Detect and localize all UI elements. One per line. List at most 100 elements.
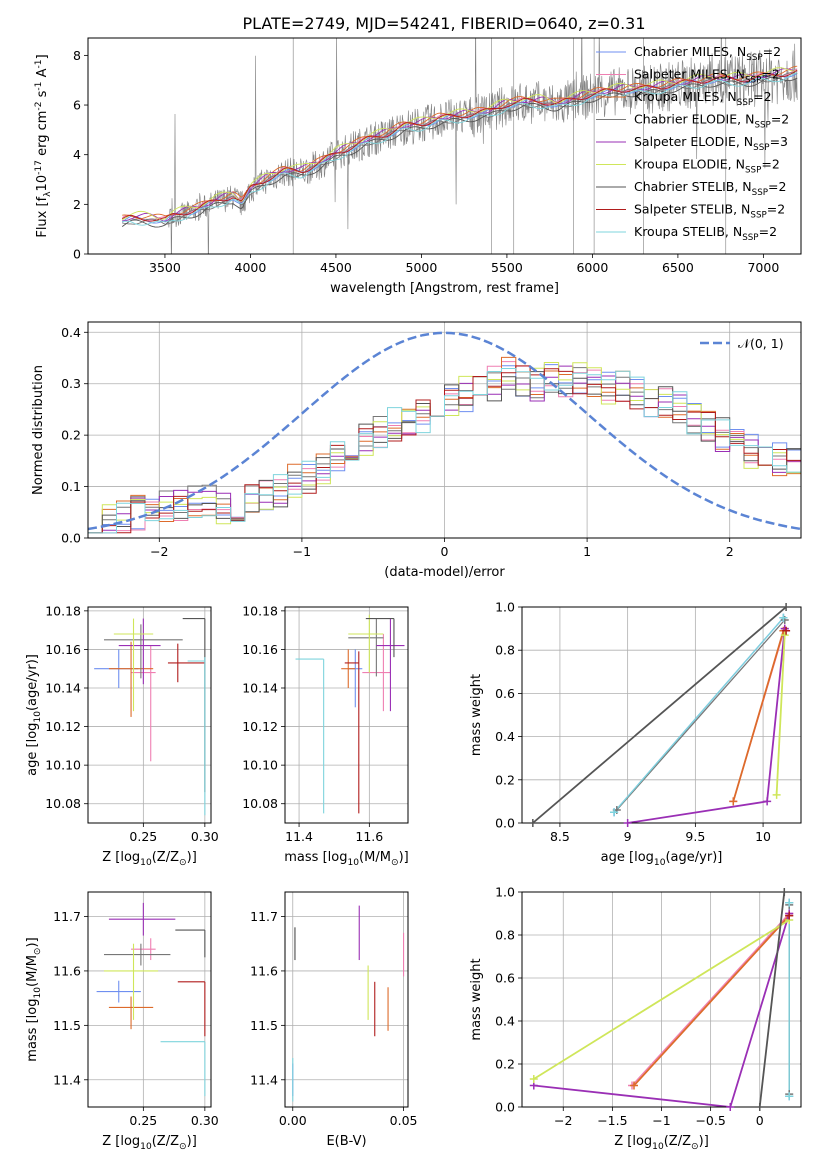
- plot-area: [295, 614, 405, 814]
- x-tick-label: 0: [756, 1113, 764, 1128]
- y-tick-label: 0.4: [61, 325, 81, 340]
- legend-label: Salpeter STELIB, NSSP=2: [634, 202, 785, 221]
- x-axis-label: (data-model)/error: [384, 565, 505, 580]
- axes-border: [87, 606, 212, 824]
- y-tick-label: 8: [73, 48, 81, 63]
- x-tick-label: 11.4: [285, 829, 313, 844]
- panel-mass_vs_EBV: 0.00 0.05 11.4 11.5 11.6 11.7 E(B-V): [250, 891, 417, 1149]
- y-tick-label: 0.6: [495, 686, 515, 701]
- x-tick-label: 7000: [747, 260, 779, 275]
- x-tick-label: −2: [554, 1113, 572, 1128]
- y-tick-label: 0.8: [495, 643, 515, 658]
- y-tick-label: 0.8: [495, 928, 515, 943]
- weight-line: [775, 635, 786, 795]
- weight-marker: [763, 797, 772, 806]
- axes-frame: −2 −1.5 −1 −0.5 0 0.0 0.2 0.4 0.6 0.8 1.0 Z [log10(…: [469, 885, 802, 1152]
- weight-marker: [529, 1075, 538, 1084]
- y-tick-label: 1.0: [495, 885, 515, 900]
- y-tick-label: 0.0: [61, 531, 81, 546]
- y-tick-label: 4: [73, 147, 81, 162]
- weight-marker: [755, 1103, 764, 1111]
- plot-area: [292, 905, 405, 1102]
- x-axis-label: Z [log10(Z/Z⊙)]: [614, 1134, 709, 1152]
- y-tick-label: 10.18: [45, 603, 81, 618]
- x-tick-label: 9.5: [685, 829, 705, 844]
- x-tick-label: 10: [755, 829, 771, 844]
- legend: 𝒩(0, 1): [700, 336, 784, 351]
- legend-label: Kroupa STELIB, NSSP=2: [634, 224, 777, 243]
- axes-border: [284, 891, 409, 1108]
- legend-label: Kroupa ELODIE, NSSP=2: [634, 157, 780, 176]
- weight-line: [732, 630, 785, 802]
- y-tick-label: 10.12: [242, 719, 278, 734]
- plot-area: [88, 331, 801, 534]
- panel-age_vs_mass: 11.4 11.6 10.08 10.10 10.12 10.14 10.16 10.18 ma…: [242, 603, 409, 868]
- plot-area: [121, 38, 798, 254]
- y-tick-label: 11.7: [53, 909, 81, 924]
- y-axis-label: Flux [fλ10-17 erg cm-2 s-1 A-1]: [34, 54, 53, 237]
- weight-line: [532, 607, 787, 823]
- y-tick-label: 11.7: [250, 909, 278, 924]
- y-tick-label: 0.0: [495, 816, 515, 831]
- x-axis-label: E(B-V): [326, 1134, 366, 1149]
- weight-marker: [623, 819, 632, 827]
- weight-line: [533, 919, 790, 1080]
- x-tick-label: 0.30: [191, 1113, 219, 1128]
- weight-line: [533, 913, 791, 1107]
- x-tick-label: 11.6: [355, 829, 383, 844]
- model-fit-line: [121, 69, 798, 222]
- plot-area: [96, 902, 206, 1097]
- y-tick-label: 0.0: [495, 1100, 515, 1115]
- weight-line: [616, 619, 786, 811]
- observed-spectrum: [122, 38, 798, 254]
- y-tick-label: 0.2: [61, 428, 81, 443]
- x-axis-label: age [log10(age/yr)]: [601, 850, 723, 868]
- weight-marker: [610, 808, 619, 817]
- panel-spectrum: 3500 4000 4500 5000 5500 6000 6500 7000 0 2 4 6 8 wav…: [34, 37, 802, 296]
- y-axis-label: mass [log10(M/M⊙)]: [25, 937, 43, 1061]
- weight-marker: [780, 888, 789, 896]
- weight-line: [613, 617, 784, 813]
- legend-label: 𝒩(0, 1): [738, 336, 784, 351]
- y-tick-label: 10.16: [242, 642, 278, 657]
- weight-marker: [782, 603, 791, 611]
- x-axis-label: Z [log10(Z/Z⊙)]: [102, 850, 197, 868]
- axes-frame: 11.4 11.6 10.08 10.10 10.12 10.14 10.16 10.18 ma…: [242, 603, 409, 868]
- y-tick-label: 11.4: [250, 1072, 278, 1087]
- weight-marker: [528, 819, 537, 827]
- grid: [285, 892, 408, 1107]
- weight-marker: [779, 613, 788, 622]
- weight-marker: [772, 790, 781, 799]
- weight-line: [758, 892, 786, 1107]
- weight-marker: [785, 1092, 794, 1101]
- y-tick-label: 11.6: [250, 963, 278, 978]
- model-fit-line: [122, 67, 798, 221]
- weight-marker: [780, 631, 789, 640]
- y-tick-label: 10.12: [45, 719, 81, 734]
- panel-residual_distribution: −2 −1 0 1 2 0.0 0.1 0.2 0.3 0.4 (data-model)/error…: [31, 321, 802, 580]
- x-tick-label: 4000: [235, 260, 267, 275]
- x-tick-label: 3500: [149, 260, 181, 275]
- legend-label: Salpeter ELODIE, NSSP=3: [634, 134, 788, 153]
- model-fit-line: [122, 68, 798, 222]
- y-tick-label: 0.3: [61, 376, 81, 391]
- x-tick-label: 5500: [491, 260, 523, 275]
- y-axis-label: mass weight: [469, 958, 484, 1040]
- y-tick-label: 1.0: [495, 600, 515, 615]
- legend-label: Chabrier STELIB, NSSP=2: [634, 179, 786, 198]
- y-tick-label: 0.6: [495, 971, 515, 986]
- y-tick-label: 10.18: [242, 603, 278, 618]
- weight-marker: [785, 898, 794, 907]
- weight-marker: [629, 1081, 638, 1090]
- y-axis-label: Normed distribution: [31, 365, 46, 495]
- x-tick-label: 6000: [576, 260, 608, 275]
- legend-label: Salpeter MILES, NSSP=2: [634, 67, 780, 86]
- axes-border: [521, 606, 802, 824]
- panel-age_vs_Z: 0.25 0.30 10.08 10.10 10.12 10.14 10.16 10.18 Z …: [25, 603, 219, 868]
- y-axis-label: age [log10(age/yr)]: [25, 654, 43, 776]
- y-axis-label: mass weight: [469, 674, 484, 756]
- x-tick-label: 4500: [320, 260, 352, 275]
- axes-frame: 0.00 0.05 11.4 11.5 11.6 11.7 E(B-V): [250, 891, 417, 1149]
- y-tick-label: 10.10: [242, 758, 278, 773]
